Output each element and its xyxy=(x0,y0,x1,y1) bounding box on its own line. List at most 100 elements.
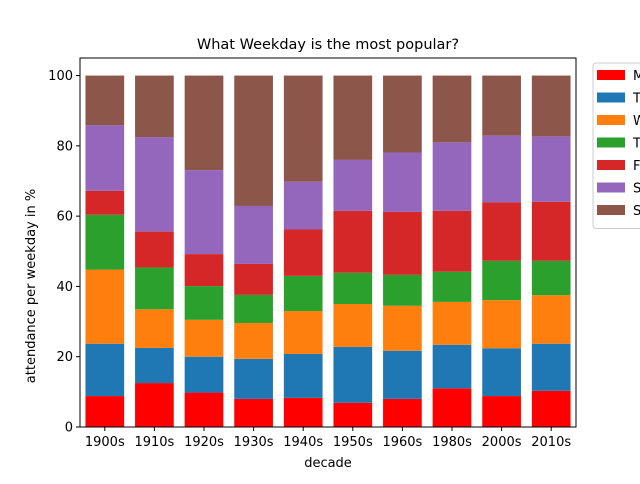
bar-segment-1920s-s5 xyxy=(184,170,224,255)
x-tick-label: 2000s xyxy=(482,435,522,450)
x-tick-label: 1980s xyxy=(432,435,472,450)
bar-segment-1910s-s4 xyxy=(135,231,174,268)
y-tick-label: 20 xyxy=(56,350,73,365)
bar-segment-1910s-s2 xyxy=(135,309,174,348)
y-tick-label: 100 xyxy=(48,69,73,84)
bar-segment-1980s-s2 xyxy=(432,301,472,345)
bar-segment-1960s-s6 xyxy=(383,75,422,153)
bar-segment-1920s-s6 xyxy=(184,75,224,171)
bar-segment-1950s-s5 xyxy=(333,159,373,211)
x-tick-label: 1940s xyxy=(283,435,323,450)
bar-segment-1900s-s2 xyxy=(85,269,125,344)
x-tick-label: 2010s xyxy=(531,435,571,450)
bar-segment-1960s-s3 xyxy=(383,274,422,306)
axes-layer: 0 20 40 60 80 100 1900s 1910s 1920s 1930s 1940s 195… xyxy=(48,57,577,450)
bar-segment-1930s-s2 xyxy=(234,322,273,359)
legend-swatch-2 xyxy=(597,115,625,125)
bar-segment-1950s-s1 xyxy=(333,346,373,403)
legend-swatch-4 xyxy=(597,160,625,170)
legend-label-3: T xyxy=(632,137,640,152)
bar-segment-1930s-s0 xyxy=(234,398,273,427)
bar-segment-1920s-s2 xyxy=(184,319,224,357)
bar-segment-1900s-s3 xyxy=(85,214,125,270)
bar-segment-1980s-s1 xyxy=(432,344,472,389)
chart-title: What Weekday is the most popular? xyxy=(197,37,459,53)
legend-label-4: F xyxy=(633,159,640,174)
bar-segment-1950s-s0 xyxy=(333,402,373,427)
x-tick-label: 1930s xyxy=(234,435,274,450)
bars-layer xyxy=(85,75,571,427)
bar-segment-1930s-s5 xyxy=(234,205,273,264)
legend-swatch-6 xyxy=(597,205,625,215)
bar-segment-1930s-s1 xyxy=(234,358,273,399)
bar-segment-2000s-s4 xyxy=(482,202,521,261)
bar-segment-1910s-s3 xyxy=(135,267,174,310)
y-axis-label: attendance per weekday in % xyxy=(24,189,39,383)
bar-segment-1900s-s1 xyxy=(85,343,125,397)
bar-segment-1910s-s1 xyxy=(135,347,174,384)
bar-segment-2010s-s0 xyxy=(531,390,571,427)
y-tick-label: 80 xyxy=(56,139,73,154)
x-tick-label: 1900s xyxy=(85,435,125,450)
bar-segment-2010s-s2 xyxy=(531,295,571,344)
legend-label-0: M xyxy=(633,69,640,84)
x-tick-label: 1950s xyxy=(333,435,373,450)
x-tick-label: 1920s xyxy=(184,435,224,450)
bar-segment-2010s-s4 xyxy=(531,201,571,261)
bar-segment-2000s-s2 xyxy=(482,300,521,349)
y-tick-label: 60 xyxy=(56,210,73,225)
bar-segment-1980s-s4 xyxy=(432,210,472,272)
bar-segment-1940s-s6 xyxy=(283,75,323,182)
legend-label-5: S xyxy=(633,182,640,197)
bar-segment-1980s-s5 xyxy=(432,142,472,211)
bar-segment-1940s-s5 xyxy=(283,181,323,230)
x-tick-label: 1910s xyxy=(134,435,174,450)
bar-segment-1940s-s4 xyxy=(283,229,323,276)
legend-swatch-1 xyxy=(597,92,625,103)
y-tick-label: 0 xyxy=(65,421,73,436)
x-axis-label: decade xyxy=(304,456,352,471)
bar-segment-2000s-s6 xyxy=(482,75,521,136)
y-tick-label: 40 xyxy=(56,280,73,295)
legend-label-2: W xyxy=(633,114,640,129)
bar-segment-1950s-s6 xyxy=(333,75,373,160)
bar-segment-1940s-s0 xyxy=(283,397,323,427)
legend-swatch-0 xyxy=(597,70,625,80)
legend-label-6: S xyxy=(633,204,640,219)
legend-label-1: T xyxy=(632,92,640,107)
legend-swatch-5 xyxy=(597,182,625,193)
plot-frame xyxy=(79,57,577,428)
bar-segment-1980s-s3 xyxy=(432,271,472,302)
bar-segment-1950s-s4 xyxy=(333,210,373,273)
bar-segment-1960s-s4 xyxy=(383,211,422,275)
bar-segment-2000s-s5 xyxy=(482,135,521,203)
legend-swatch-3 xyxy=(597,137,625,148)
bar-segment-1950s-s2 xyxy=(333,304,373,347)
bar-segment-1930s-s4 xyxy=(234,263,273,295)
bar-segment-1980s-s6 xyxy=(432,75,472,143)
bar-segment-1960s-s2 xyxy=(383,305,422,351)
bar-segment-1910s-s6 xyxy=(135,75,174,138)
bar-segment-2010s-s5 xyxy=(531,136,571,202)
bar-segment-1920s-s1 xyxy=(184,356,224,393)
bar-segment-1930s-s6 xyxy=(234,75,273,206)
bar-segment-1980s-s0 xyxy=(432,388,472,427)
x-tick-label: 1960s xyxy=(382,435,422,450)
bar-segment-1960s-s5 xyxy=(383,152,422,212)
bar-segment-2010s-s3 xyxy=(531,260,571,296)
bar-segment-1900s-s6 xyxy=(85,75,125,126)
bar-segment-1900s-s4 xyxy=(85,190,125,215)
bar-segment-2010s-s6 xyxy=(531,75,571,137)
bar-segment-2010s-s1 xyxy=(531,343,571,391)
bar-segment-1940s-s3 xyxy=(283,275,323,312)
bar-segment-2000s-s1 xyxy=(482,348,521,397)
bar-segment-1900s-s0 xyxy=(85,396,125,427)
bar-segment-1940s-s2 xyxy=(283,311,323,354)
bar-segment-1920s-s0 xyxy=(184,392,224,427)
bar-segment-1960s-s1 xyxy=(383,350,422,399)
bar-segment-2000s-s0 xyxy=(482,396,521,427)
bar-segment-1950s-s3 xyxy=(333,272,373,304)
bar-segment-1940s-s1 xyxy=(283,353,323,398)
